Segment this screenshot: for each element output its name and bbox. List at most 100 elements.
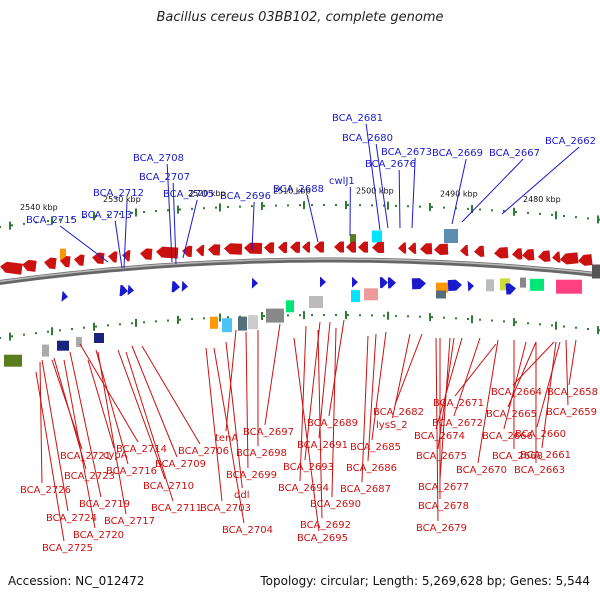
reverse-gene-label[interactable]: BCA_2725	[42, 543, 93, 554]
reverse-gene-arrow[interactable]	[434, 243, 449, 256]
reverse-gene-label[interactable]: BCA_2660	[515, 429, 566, 440]
reverse-gene-label[interactable]: BCA_2699	[226, 470, 277, 481]
reverse-gene-label[interactable]: BCA_2694	[278, 483, 329, 494]
forward-gene-label[interactable]: BCA_2715	[26, 215, 77, 226]
reverse-gene-label[interactable]: BCA_2659	[546, 407, 597, 418]
reverse-gene-label[interactable]: BCA_2720	[73, 530, 124, 541]
forward-gene-label[interactable]: BCA_2688	[273, 184, 324, 195]
forward-gene-arrow[interactable]	[447, 279, 463, 292]
reverse-gene-arrow[interactable]	[552, 251, 561, 264]
forward-gene-label[interactable]: BCA_2669	[432, 148, 483, 159]
reverse-gene-label[interactable]: BCA_2661	[520, 450, 571, 461]
reverse-gene-arrow[interactable]	[577, 254, 593, 266]
forward-gene-label[interactable]: BCA_2681	[332, 113, 383, 124]
forward-gene-arrow[interactable]	[181, 280, 189, 292]
reverse-gene-label[interactable]: BCA_2706	[178, 446, 229, 457]
reverse-gene-label[interactable]: BCA_2709	[155, 459, 206, 470]
reverse-gene-arrow[interactable]	[140, 248, 153, 260]
reverse-gene-label[interactable]: BCA_2723	[64, 471, 115, 482]
reverse-gene-label[interactable]: BCA_2682	[373, 407, 424, 418]
forward-gene-arrow[interactable]	[505, 283, 517, 295]
forward-gene-label[interactable]: BCA_2696	[220, 191, 271, 202]
reverse-gene-arrow[interactable]	[92, 252, 105, 265]
forward-gene-arrow[interactable]	[379, 277, 388, 289]
reverse-gene-label[interactable]: BCA_2719	[79, 499, 130, 510]
reverse-gene-arrow[interactable]	[156, 246, 179, 259]
reverse-gene-label[interactable]: BCA_2711	[151, 503, 202, 514]
reverse-gene-arrow[interactable]	[358, 241, 369, 253]
reverse-gene-arrow[interactable]	[372, 241, 385, 253]
reverse-gene-label[interactable]: BCA_2665	[486, 409, 537, 420]
reverse-gene-arrow[interactable]	[224, 243, 243, 255]
reverse-gene-label[interactable]: BCA_2677	[418, 482, 469, 493]
forward-gene-arrow[interactable]	[127, 284, 135, 296]
forward-gene-arrow[interactable]	[171, 281, 181, 293]
reverse-gene-arrow[interactable]	[512, 248, 523, 260]
reverse-gene-arrow[interactable]	[420, 243, 433, 255]
forward-gene-arrow[interactable]	[351, 276, 358, 288]
reverse-gene-label[interactable]: BCA_2687	[340, 484, 391, 495]
reverse-gene-arrow[interactable]	[346, 241, 357, 253]
reverse-gene-label[interactable]: BCA_2692	[300, 520, 351, 531]
forward-gene-arrow[interactable]	[319, 276, 326, 288]
reverse-gene-arrow[interactable]	[408, 242, 417, 254]
reverse-gene-arrow[interactable]	[560, 252, 579, 265]
reverse-gene-label[interactable]: BCA_2693	[283, 462, 334, 473]
forward-gene-arrow[interactable]	[119, 284, 129, 297]
reverse-gene-label[interactable]: BCA_2703	[200, 503, 251, 514]
reverse-gene-label[interactable]: BCA_2658	[547, 387, 598, 398]
reverse-gene-arrow[interactable]	[196, 245, 205, 257]
reverse-gene-arrow[interactable]	[538, 250, 551, 262]
reverse-gene-label[interactable]: BCA_2679	[416, 523, 467, 534]
reverse-gene-label[interactable]: BCA_2666	[482, 431, 533, 442]
reverse-gene-label[interactable]: BCA_2695	[297, 533, 348, 544]
reverse-gene-arrow[interactable]	[59, 255, 71, 268]
reverse-gene-label[interactable]: BCA_2714	[116, 444, 167, 455]
reverse-gene-label[interactable]: BCA_2689	[307, 418, 358, 429]
reverse-gene-label[interactable]: BCA_2698	[236, 448, 287, 459]
forward-gene-label[interactable]: BCA_2705	[163, 189, 214, 200]
forward-gene-arrow[interactable]	[467, 280, 475, 292]
reverse-gene-label[interactable]: BCA_2668	[492, 451, 543, 462]
reverse-gene-arrow[interactable]	[182, 245, 193, 257]
reverse-gene-arrow[interactable]	[460, 244, 469, 257]
reverse-gene-label[interactable]: BCA_2726	[20, 485, 71, 496]
forward-gene-label[interactable]: BCA_2680	[342, 133, 393, 144]
reverse-gene-arrow[interactable]	[302, 241, 311, 253]
reverse-gene-label[interactable]: BCA_2674	[414, 431, 465, 442]
reverse-gene-label[interactable]: BCA_2724	[46, 513, 97, 524]
reverse-gene-arrow[interactable]	[264, 242, 275, 254]
reverse-gene-arrow[interactable]	[314, 241, 325, 253]
forward-gene-label[interactable]: BCA_2708	[133, 153, 184, 164]
forward-gene-label[interactable]: BCA_2662	[545, 136, 596, 147]
reverse-gene-arrow[interactable]	[334, 241, 345, 253]
reverse-gene-label[interactable]: lysS_2	[376, 420, 408, 431]
reverse-gene-label[interactable]: BCA_2670	[456, 465, 507, 476]
reverse-gene-label[interactable]: ddl	[234, 490, 249, 501]
reverse-gene-label[interactable]: BCA_2671	[433, 398, 484, 409]
reverse-gene-label[interactable]: BCA_2710	[143, 481, 194, 492]
reverse-gene-arrow[interactable]	[208, 244, 221, 256]
reverse-gene-label[interactable]: cypA	[103, 450, 128, 461]
reverse-gene-label[interactable]: BCA_2691	[297, 440, 348, 451]
reverse-gene-label[interactable]: BCA_2678	[418, 501, 469, 512]
reverse-gene-label[interactable]: BCA_2663	[514, 465, 565, 476]
reverse-gene-label[interactable]: BCA_2704	[222, 525, 273, 536]
reverse-gene-label[interactable]: tenA	[215, 433, 238, 444]
reverse-gene-label[interactable]: BCA_2721	[60, 451, 111, 462]
reverse-gene-arrow[interactable]	[278, 242, 288, 254]
forward-gene-arrow[interactable]	[251, 277, 258, 289]
reverse-gene-label[interactable]: BCA_2716	[106, 466, 157, 477]
reverse-gene-label[interactable]: BCA_2697	[243, 427, 294, 438]
forward-gene-arrow[interactable]	[387, 277, 396, 289]
reverse-gene-label[interactable]: BCA_2664	[491, 387, 542, 398]
gene-arrows[interactable]	[0, 241, 593, 302]
reverse-gene-arrow[interactable]	[474, 245, 485, 258]
reverse-gene-arrow[interactable]	[108, 251, 118, 263]
gene-labels[interactable]: BCA_2681 BCA_2680 BCA_2708 BCA_2673 BCA_2669…	[20, 113, 598, 554]
reverse-gene-arrow[interactable]	[0, 261, 23, 275]
reverse-gene-arrow[interactable]	[122, 250, 131, 262]
reverse-gene-label[interactable]: BCA_2685	[350, 442, 401, 453]
reverse-gene-arrow[interactable]	[43, 257, 57, 270]
